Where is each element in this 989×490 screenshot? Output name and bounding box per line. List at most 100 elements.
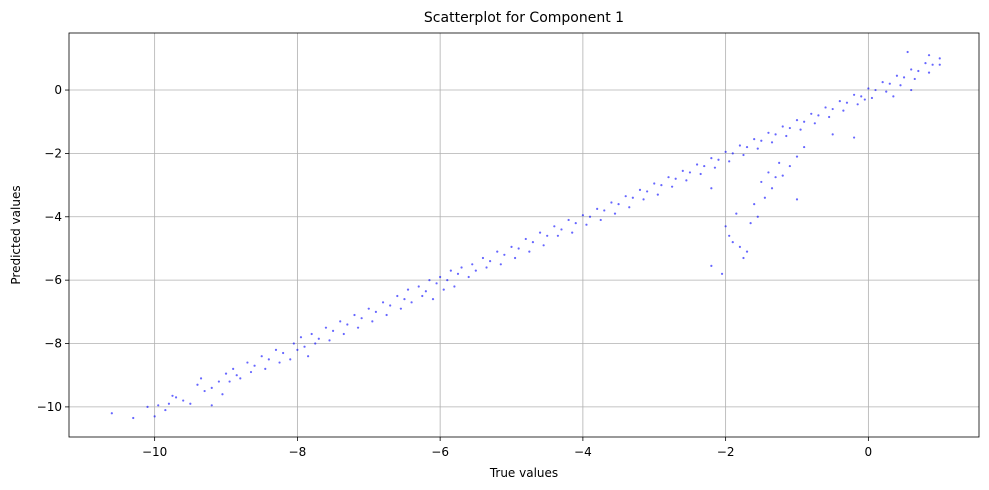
scatter-point <box>542 244 545 247</box>
scatter-point <box>685 179 688 182</box>
scatter-point <box>167 402 171 405</box>
scatter-point <box>221 393 224 396</box>
y-tick-label: −8 <box>44 337 62 351</box>
scatter-point <box>267 358 270 361</box>
scatter-point <box>885 90 888 93</box>
scatter-point <box>767 131 770 134</box>
scatter-point <box>396 294 399 298</box>
scatter-point <box>278 361 281 364</box>
scatter-point <box>596 207 599 210</box>
scatter-point <box>317 337 320 340</box>
scatter-point <box>799 128 802 131</box>
scatter-point <box>927 54 931 57</box>
scatter-point <box>646 190 649 193</box>
scatter-point <box>585 223 588 226</box>
scatter-point <box>938 57 941 60</box>
x-tick-label: −4 <box>574 445 592 459</box>
scatter-point <box>699 172 702 176</box>
scatter-point <box>770 141 774 144</box>
scatter-point <box>731 241 734 244</box>
y-axis-ticks: −10 −8 −6 −4 −2 0 <box>37 83 69 414</box>
scatter-point <box>824 106 827 109</box>
x-tick-label: −6 <box>431 445 449 459</box>
scatter-point <box>331 329 335 332</box>
scatter-point <box>735 212 738 215</box>
scatter-point <box>742 153 745 157</box>
scatter-point <box>870 96 874 100</box>
scatter-point <box>927 71 931 74</box>
scatter-point <box>356 326 360 329</box>
scatter-point <box>289 358 292 361</box>
x-tick-label: −2 <box>717 445 735 459</box>
scatter-point <box>753 138 756 141</box>
scatter-point <box>110 412 113 415</box>
scatter-point <box>292 342 295 345</box>
scatter-point <box>538 231 542 234</box>
scatter-point <box>731 152 734 155</box>
scatter-point <box>895 74 899 77</box>
scatter-point <box>770 187 774 190</box>
scatter-point <box>603 209 606 212</box>
scatter-point <box>906 50 909 54</box>
scatter-point <box>246 361 249 364</box>
scatter-point <box>760 180 763 184</box>
scatter-point <box>842 109 845 112</box>
scatter-point <box>571 231 574 234</box>
scatter-point <box>688 171 692 174</box>
scatter-point <box>399 307 402 310</box>
scatter-point <box>642 198 645 201</box>
scatter-point <box>738 245 742 248</box>
scatter-point <box>503 253 506 256</box>
scatter-point <box>674 177 677 180</box>
scatter-point <box>728 234 731 237</box>
scatter-point <box>778 161 781 165</box>
scatter-point <box>232 367 235 370</box>
scatter-point <box>367 307 370 310</box>
y-axis-label: Predicted values <box>9 185 23 284</box>
scatter-point <box>753 203 756 206</box>
scatter-point <box>360 317 363 320</box>
scatter-point <box>660 183 663 187</box>
scatter-point <box>695 163 699 166</box>
x-tick-label: 0 <box>865 445 873 459</box>
scatter-point <box>239 377 242 380</box>
scatter-point <box>299 336 303 339</box>
scatter-point <box>310 332 313 336</box>
scatter-point <box>763 196 766 199</box>
scatter-point <box>756 215 759 218</box>
scatter-point <box>795 198 799 201</box>
scatter-point <box>599 218 602 222</box>
scatter-point <box>899 84 902 87</box>
scatter-point <box>742 256 745 260</box>
scatter-point <box>913 77 916 81</box>
scatter-point <box>617 203 620 206</box>
scatter-point <box>667 176 670 179</box>
scatter-point <box>656 193 659 196</box>
scatter-point <box>513 256 517 260</box>
scatter-point <box>717 158 720 161</box>
chart-title: Scatterplot for Component 1 <box>424 10 624 26</box>
scatter-point <box>756 147 759 150</box>
scatter-points <box>110 50 941 420</box>
scatter-point <box>264 367 267 370</box>
scatter-point <box>774 176 777 179</box>
scatter-point <box>728 160 731 163</box>
scatter-point <box>449 269 452 272</box>
scatter-point <box>217 380 220 383</box>
scatter-point <box>164 408 167 412</box>
scatter-point <box>146 405 149 408</box>
scatter-point <box>810 112 813 115</box>
scatter-point <box>610 201 613 204</box>
scatter-point <box>710 157 713 160</box>
scatter-point <box>524 237 527 241</box>
scatter-point <box>910 68 913 71</box>
scatter-point <box>631 196 634 199</box>
scatter-point <box>803 145 806 149</box>
scatter-point <box>931 63 934 66</box>
scatter-point <box>353 313 356 317</box>
scatter-point <box>713 166 717 169</box>
scatter-point <box>489 260 492 263</box>
scatter-point <box>435 282 438 285</box>
scatter-point <box>485 266 488 269</box>
scatter-point <box>210 386 213 389</box>
